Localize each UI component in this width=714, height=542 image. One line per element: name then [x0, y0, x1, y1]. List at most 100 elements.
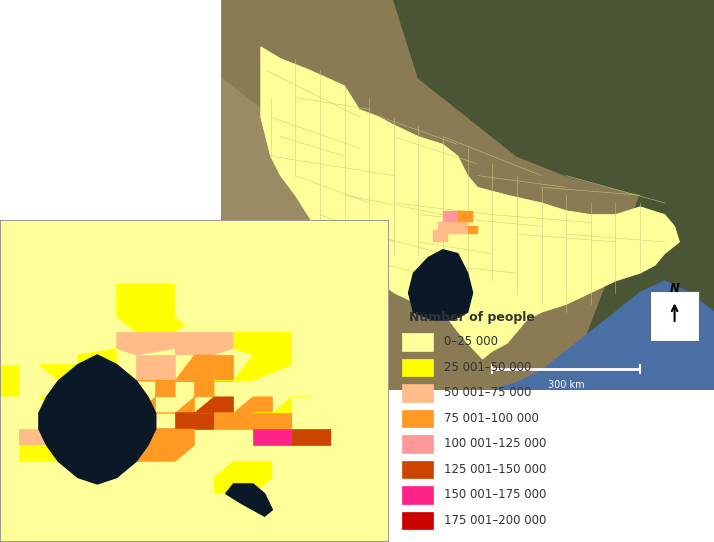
Polygon shape	[408, 250, 473, 320]
Polygon shape	[156, 251, 233, 268]
Polygon shape	[438, 222, 453, 234]
Bar	[402, 333, 433, 351]
Polygon shape	[39, 380, 97, 413]
Polygon shape	[233, 494, 311, 526]
Bar	[402, 359, 433, 376]
Polygon shape	[351, 300, 389, 332]
Polygon shape	[117, 284, 195, 300]
Text: 100 001–125 000: 100 001–125 000	[444, 437, 547, 450]
Polygon shape	[78, 300, 136, 332]
Polygon shape	[221, 0, 344, 390]
Polygon shape	[273, 300, 370, 332]
Polygon shape	[175, 300, 253, 332]
Polygon shape	[311, 268, 389, 300]
Polygon shape	[394, 0, 714, 195]
Polygon shape	[458, 211, 473, 222]
Polygon shape	[253, 365, 331, 380]
Polygon shape	[226, 484, 273, 516]
Bar	[402, 384, 433, 402]
Polygon shape	[311, 461, 389, 494]
Bar	[402, 461, 433, 479]
Polygon shape	[175, 397, 233, 413]
Polygon shape	[78, 413, 117, 429]
Text: 50 001–75 000: 50 001–75 000	[444, 386, 532, 399]
Polygon shape	[253, 461, 311, 494]
Polygon shape	[78, 251, 175, 284]
Polygon shape	[331, 429, 389, 446]
Polygon shape	[19, 446, 59, 461]
FancyBboxPatch shape	[650, 291, 699, 341]
Bar	[402, 435, 433, 453]
Polygon shape	[0, 284, 78, 316]
Polygon shape	[117, 332, 175, 355]
Text: 300 km: 300 km	[548, 380, 585, 390]
Polygon shape	[453, 222, 468, 234]
Polygon shape	[39, 332, 117, 355]
Polygon shape	[311, 365, 370, 380]
Polygon shape	[292, 397, 331, 413]
Text: 150 001–175 000: 150 001–175 000	[444, 488, 547, 501]
Polygon shape	[0, 316, 39, 332]
Polygon shape	[156, 380, 214, 413]
Polygon shape	[78, 429, 136, 446]
Polygon shape	[39, 355, 156, 484]
Text: Number of people: Number of people	[408, 311, 535, 324]
Polygon shape	[0, 251, 97, 284]
Text: 125 001–150 000: 125 001–150 000	[444, 463, 547, 476]
Polygon shape	[292, 332, 370, 355]
Polygon shape	[331, 413, 389, 429]
Polygon shape	[195, 494, 253, 509]
Bar	[402, 410, 433, 427]
Polygon shape	[117, 300, 195, 332]
Polygon shape	[175, 355, 233, 380]
Polygon shape	[566, 176, 714, 390]
Polygon shape	[253, 397, 311, 413]
Polygon shape	[39, 429, 78, 446]
Polygon shape	[39, 284, 117, 300]
Polygon shape	[311, 251, 389, 268]
Polygon shape	[233, 332, 311, 355]
Polygon shape	[493, 281, 714, 390]
Polygon shape	[253, 268, 331, 300]
Polygon shape	[175, 332, 233, 355]
Polygon shape	[136, 355, 214, 380]
Polygon shape	[292, 429, 331, 446]
Polygon shape	[59, 461, 97, 478]
Polygon shape	[175, 413, 214, 429]
Polygon shape	[433, 230, 448, 242]
Polygon shape	[370, 332, 389, 365]
Polygon shape	[253, 413, 292, 429]
Polygon shape	[156, 413, 195, 429]
Polygon shape	[233, 251, 311, 268]
Polygon shape	[136, 429, 195, 461]
Polygon shape	[214, 461, 273, 494]
Polygon shape	[19, 349, 78, 380]
Polygon shape	[443, 211, 458, 222]
Polygon shape	[214, 413, 253, 429]
Text: 75 001–100 000: 75 001–100 000	[444, 412, 539, 425]
Polygon shape	[311, 494, 389, 526]
Text: 175 001–200 000: 175 001–200 000	[444, 514, 547, 527]
Polygon shape	[331, 397, 389, 413]
Bar	[402, 486, 433, 504]
Polygon shape	[0, 332, 59, 365]
Polygon shape	[468, 227, 478, 234]
Polygon shape	[0, 365, 19, 397]
Polygon shape	[0, 397, 39, 429]
Text: N: N	[670, 282, 680, 295]
Polygon shape	[214, 355, 292, 380]
Polygon shape	[19, 300, 97, 332]
Polygon shape	[117, 413, 156, 429]
Polygon shape	[117, 380, 175, 413]
Polygon shape	[19, 429, 59, 446]
Polygon shape	[253, 429, 292, 446]
Polygon shape	[78, 355, 175, 380]
Polygon shape	[292, 413, 331, 429]
Bar	[402, 512, 433, 530]
Polygon shape	[175, 268, 273, 300]
Polygon shape	[214, 397, 273, 413]
Text: 25 001–50 000: 25 001–50 000	[444, 360, 532, 373]
Polygon shape	[78, 380, 136, 413]
Polygon shape	[233, 300, 292, 332]
Polygon shape	[261, 47, 680, 359]
